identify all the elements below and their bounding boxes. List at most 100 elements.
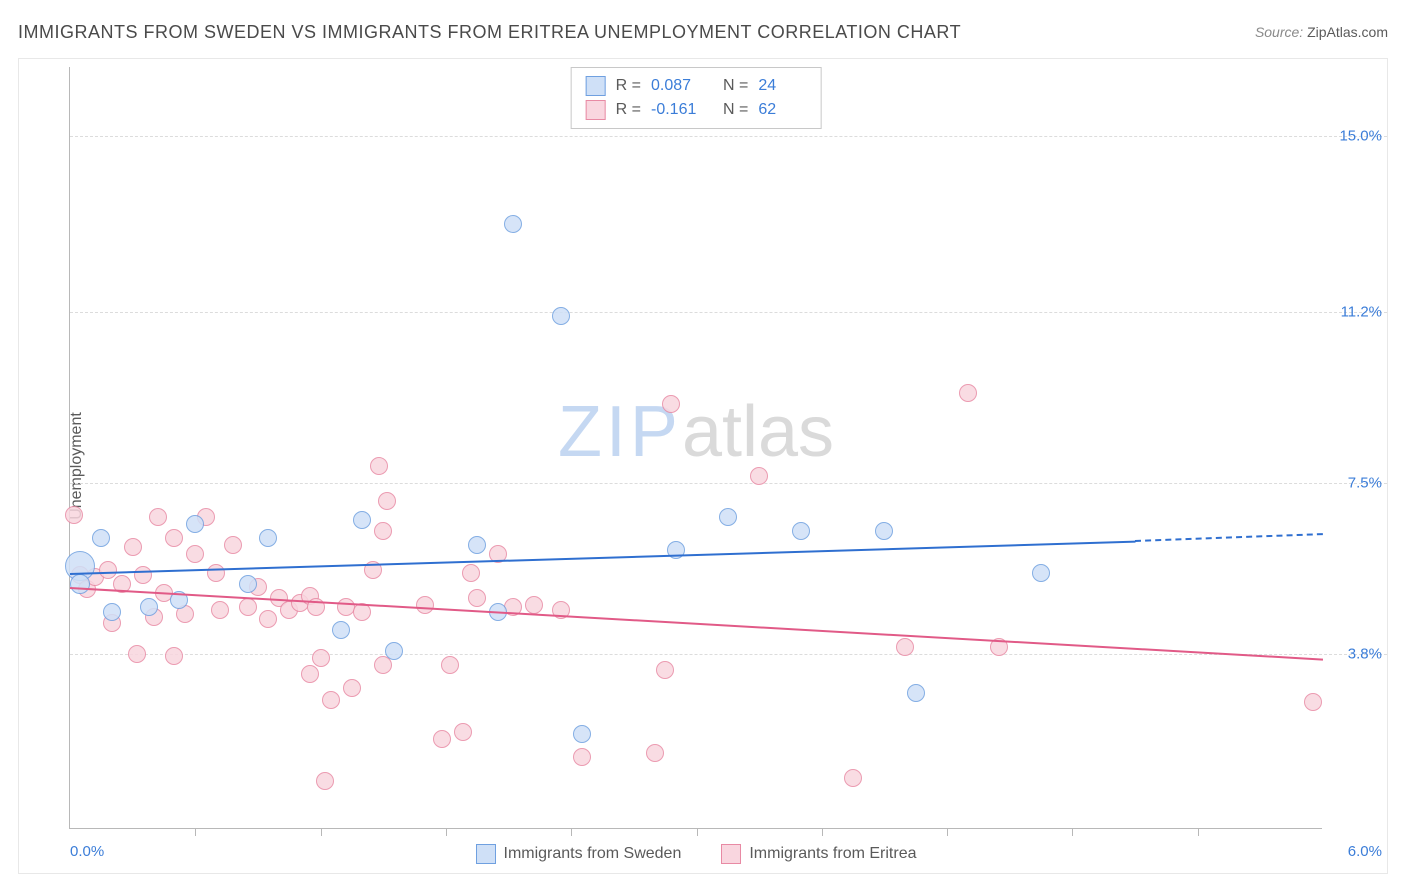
data-point-eritrea <box>134 566 152 584</box>
legend-label: Immigrants from Eritrea <box>749 845 916 863</box>
legend-item-eritrea: Immigrants from Eritrea <box>721 844 916 864</box>
x-tick <box>195 828 196 836</box>
r-label: R = <box>616 98 641 122</box>
data-point-sweden <box>259 529 277 547</box>
y-tick-label: 7.5% <box>1327 474 1382 491</box>
data-point-sweden <box>332 621 350 639</box>
chart-header: IMMIGRANTS FROM SWEDEN VS IMMIGRANTS FRO… <box>18 22 1388 52</box>
data-point-sweden <box>552 307 570 325</box>
data-point-eritrea <box>301 665 319 683</box>
swatch-eritrea <box>586 100 606 120</box>
chart-title: IMMIGRANTS FROM SWEDEN VS IMMIGRANTS FRO… <box>18 22 961 42</box>
data-point-eritrea <box>224 536 242 554</box>
data-point-eritrea <box>573 748 591 766</box>
data-point-sweden <box>504 215 522 233</box>
legend-swatch-sweden <box>476 844 496 864</box>
stats-box: R = 0.087 N = 24 R = -0.161 N = 62 <box>571 67 822 129</box>
n-label: N = <box>723 74 748 98</box>
n-label: N = <box>723 98 748 122</box>
data-point-eritrea <box>128 645 146 663</box>
data-point-eritrea <box>1304 693 1322 711</box>
legend-label: Immigrants from Sweden <box>504 845 682 863</box>
data-point-sweden <box>103 603 121 621</box>
legend-item-sweden: Immigrants from Sweden <box>476 844 682 864</box>
data-point-sweden <box>792 522 810 540</box>
data-point-eritrea <box>207 564 225 582</box>
data-point-eritrea <box>337 598 355 616</box>
x-tick <box>571 828 572 836</box>
chart-container: Unemployment ZIPatlas R =0.087N =24R =-0… <box>18 58 1388 874</box>
plot-area: ZIPatlas R = 0.087 N = 24R = -0.161 N = 62 0.0… <box>69 67 1322 829</box>
data-point-eritrea <box>662 395 680 413</box>
stats-row-eritrea: R = -0.161 N = 62 <box>586 98 807 122</box>
data-point-eritrea <box>312 649 330 667</box>
data-point-eritrea <box>525 596 543 614</box>
y-tick-label: 3.8% <box>1327 645 1382 662</box>
x-tick <box>1072 828 1073 836</box>
data-point-sweden <box>92 529 110 547</box>
n-value: 24 <box>758 74 806 98</box>
data-point-eritrea <box>896 638 914 656</box>
data-point-sweden <box>353 511 371 529</box>
watermark-atlas: atlas <box>682 392 834 472</box>
data-point-sweden <box>239 575 257 593</box>
source-prefix: Source: <box>1255 24 1303 40</box>
data-point-sweden <box>70 574 90 594</box>
stats-row-sweden: R = 0.087 N = 24 <box>586 74 807 98</box>
r-label: R = <box>616 74 641 98</box>
data-point-eritrea <box>374 522 392 540</box>
data-point-sweden <box>140 598 158 616</box>
data-point-eritrea <box>99 561 117 579</box>
data-point-eritrea <box>124 538 142 556</box>
data-point-sweden <box>719 508 737 526</box>
y-tick-label: 15.0% <box>1327 128 1382 145</box>
data-point-eritrea <box>462 564 480 582</box>
watermark: ZIPatlas <box>558 391 834 473</box>
data-point-eritrea <box>370 457 388 475</box>
series-legend: Immigrants from Sweden Immigrants from Er… <box>70 844 1322 864</box>
x-tick <box>446 828 447 836</box>
data-point-eritrea <box>441 656 459 674</box>
data-point-eritrea <box>378 492 396 510</box>
r-value: -0.161 <box>651 98 699 122</box>
data-point-eritrea <box>343 679 361 697</box>
x-tick <box>321 828 322 836</box>
data-point-eritrea <box>186 545 204 563</box>
data-point-eritrea <box>239 598 257 616</box>
trend-line-dash-sweden <box>1135 533 1323 542</box>
data-point-eritrea <box>454 723 472 741</box>
gridline <box>70 136 1387 137</box>
data-point-eritrea <box>750 467 768 485</box>
data-point-eritrea <box>259 610 277 628</box>
data-point-eritrea <box>656 661 674 679</box>
gridline <box>70 654 1387 655</box>
data-point-eritrea <box>468 589 486 607</box>
r-value: 0.087 <box>651 74 699 98</box>
data-point-sweden <box>573 725 591 743</box>
data-point-eritrea <box>149 508 167 526</box>
data-point-sweden <box>1032 564 1050 582</box>
data-point-eritrea <box>646 744 664 762</box>
source-credit: Source: ZipAtlas.com <box>1255 24 1388 40</box>
data-point-sweden <box>907 684 925 702</box>
data-point-eritrea <box>211 601 229 619</box>
data-point-sweden <box>385 642 403 660</box>
y-tick-label: 11.2% <box>1327 303 1382 320</box>
data-point-sweden <box>468 536 486 554</box>
x-tick <box>947 828 948 836</box>
data-point-eritrea <box>433 730 451 748</box>
x-tick <box>822 828 823 836</box>
data-point-eritrea <box>165 647 183 665</box>
gridline <box>70 312 1387 313</box>
data-point-eritrea <box>65 506 83 524</box>
x-tick <box>697 828 698 836</box>
n-value: 62 <box>758 98 806 122</box>
legend-swatch-eritrea <box>721 844 741 864</box>
x-axis-max-label: 6.0% <box>1348 843 1382 860</box>
data-point-eritrea <box>322 691 340 709</box>
data-point-eritrea <box>165 529 183 547</box>
data-point-eritrea <box>316 772 334 790</box>
data-point-sweden <box>875 522 893 540</box>
trend-line-eritrea <box>70 587 1323 661</box>
data-point-eritrea <box>844 769 862 787</box>
